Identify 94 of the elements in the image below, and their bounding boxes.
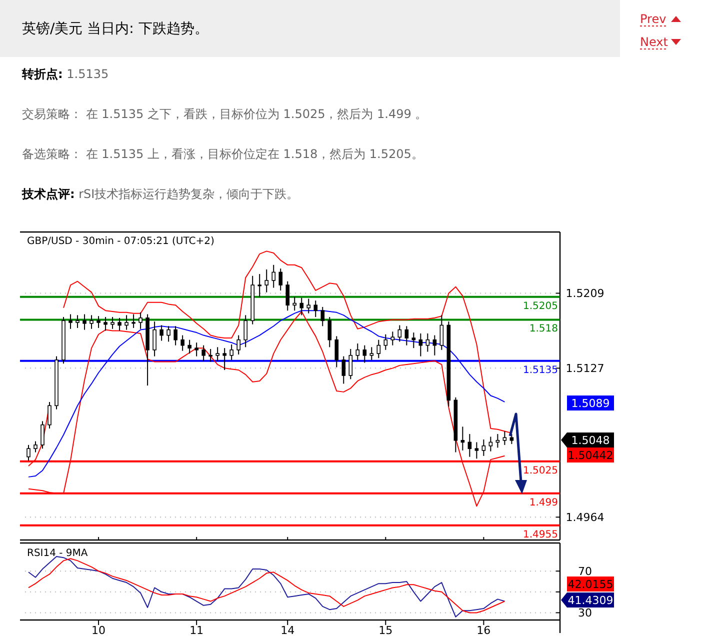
candlestick	[174, 326, 178, 346]
chart-subtitle: GBP/USD - 30min - 07:05:21 (UTC+2)	[27, 236, 214, 247]
candlestick	[124, 314, 128, 330]
text: 41.4309	[568, 594, 614, 607]
candlestick	[328, 316, 332, 348]
candlestick	[496, 433, 500, 448]
candlestick	[404, 326, 409, 346]
ref-line-label: 1.5205	[523, 300, 558, 312]
candlestick	[68, 314, 72, 330]
candlestick	[370, 346, 374, 360]
y-tick-label: 70	[578, 565, 592, 578]
candlestick	[48, 401, 52, 429]
candlestick	[376, 339, 381, 359]
x-tick-label: 15	[378, 624, 393, 637]
candlestick	[278, 268, 282, 291]
candlestick	[418, 332, 423, 357]
candlestick	[348, 348, 353, 380]
candlestick	[180, 334, 184, 352]
candlestick	[474, 442, 479, 460]
candlestick	[104, 316, 108, 332]
candlestick	[502, 430, 507, 446]
candlestick	[230, 344, 234, 360]
text: 备选策略： 在 1.5135 上，看涨，目标价位定在 1.518，然后为 1.5205。	[22, 147, 424, 161]
candlestick	[208, 348, 212, 362]
text: Next	[640, 35, 668, 49]
candlestick	[488, 436, 493, 452]
candlestick	[342, 356, 346, 384]
candlestick	[152, 321, 156, 357]
ref-line-label: 1.5025	[523, 465, 558, 476]
ref-line-label: 1.499	[529, 497, 558, 508]
candlestick	[34, 440, 38, 453]
candlestick	[432, 334, 437, 356]
candlestick	[76, 314, 80, 328]
candlestick	[138, 312, 142, 330]
candlestick	[320, 306, 325, 327]
candlestick	[160, 324, 164, 342]
candlestick	[216, 346, 220, 362]
candlestick	[286, 280, 290, 312]
candlestick	[90, 314, 94, 330]
candlestick	[202, 344, 206, 362]
candlestick	[110, 316, 114, 330]
candlestick	[314, 300, 318, 318]
candlestick	[362, 344, 367, 364]
candlestick	[300, 297, 304, 316]
candlestick	[334, 336, 339, 368]
y-tick-label: 1.5127	[566, 362, 604, 376]
x-tick-label: 16	[476, 624, 491, 637]
candlestick	[82, 314, 86, 330]
text: 42.0155	[568, 578, 614, 591]
y-tick-label: 30	[578, 606, 592, 620]
candlestick	[482, 438, 486, 456]
candlestick	[384, 334, 388, 350]
text: Prev	[640, 12, 666, 26]
text: 1.5089	[571, 397, 610, 410]
x-tick-label: 10	[92, 624, 106, 637]
candlestick	[440, 314, 444, 350]
candlestick	[244, 314, 248, 348]
candlestick	[468, 433, 472, 458]
y-tick-label: 1.5209	[566, 287, 604, 300]
candlestick	[194, 342, 198, 357]
candlestick	[292, 296, 296, 312]
candlestick	[132, 314, 136, 328]
candlestick	[426, 332, 430, 352]
candlestick	[510, 433, 514, 445]
x-tick-label: 14	[280, 624, 295, 637]
text: RSI14 - 9MA	[27, 548, 88, 559]
candlestick	[264, 268, 268, 293]
candlestick	[118, 317, 122, 332]
text: 转折点: 1.5135	[21, 67, 109, 81]
y-tick-label: 1.4964	[566, 511, 604, 524]
ref-line-label: 1.5135	[523, 364, 558, 376]
x-tick-label: 11	[190, 624, 204, 637]
candlestick	[40, 420, 44, 450]
candlestick	[390, 331, 395, 346]
candlestick	[236, 334, 240, 355]
text: 交易策略： 在 1.5135 之下，看跌，目标价位为 1.5025，然后为 1.499 。	[22, 107, 428, 121]
candlestick	[166, 326, 170, 342]
candlestick	[356, 343, 360, 360]
candlestick	[412, 332, 416, 349]
candlestick	[258, 274, 262, 298]
ref-line-label: 1.4955	[523, 529, 558, 540]
candlestick	[272, 264, 276, 288]
text: 1.5048	[571, 434, 610, 447]
text: 1.50442	[568, 449, 614, 462]
candlestick	[460, 426, 465, 451]
candlestick	[398, 324, 402, 342]
candlestick	[188, 339, 192, 354]
candlestick	[96, 316, 100, 328]
ref-line-label: 1.518	[529, 324, 558, 335]
candlestick	[306, 298, 311, 314]
candlestick	[222, 348, 226, 371]
text: 技术点评: rSI技术指标运行趋势复杂，倾向于下跌。	[21, 187, 299, 201]
chart-title: 英镑/美元 当日内: 下跌趋势。	[22, 21, 208, 37]
candlestick	[26, 444, 30, 461]
